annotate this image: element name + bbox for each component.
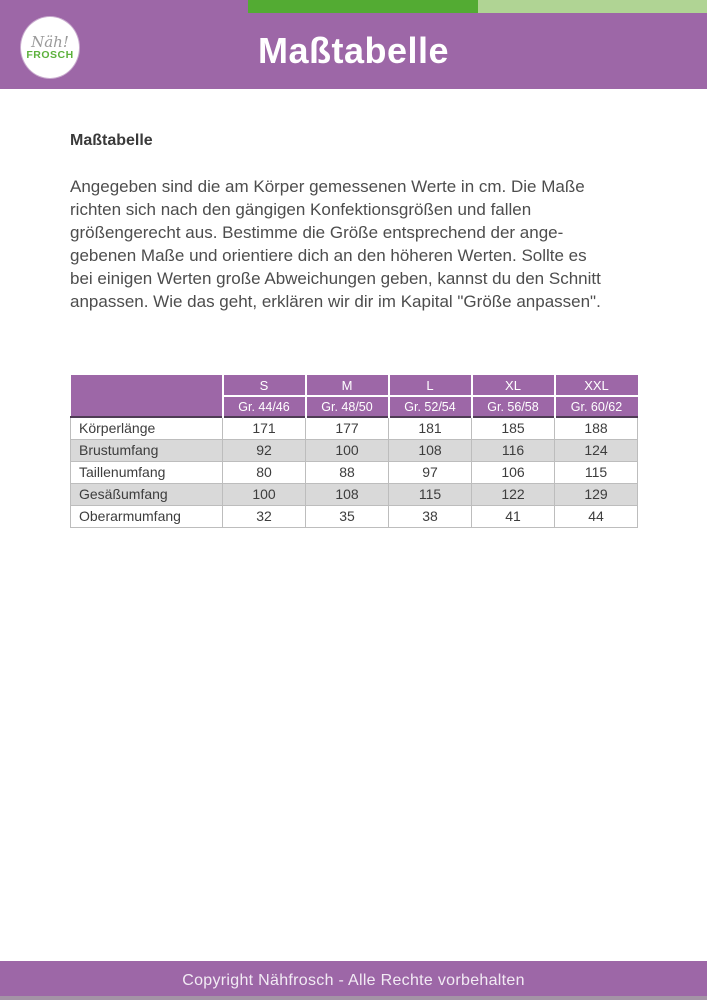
- logo-name-text: FROSCH: [26, 48, 74, 61]
- cell-value: 100: [222, 482, 306, 506]
- gr-col-header: Gr. 52/54: [387, 396, 472, 417]
- size-col-header: S: [221, 375, 306, 397]
- size-header-row: S M L XL XXL: [70, 375, 638, 417]
- cell-value: 38: [388, 504, 472, 528]
- cell-value: 185: [471, 416, 555, 440]
- header-banner: Maßtabelle Näh! FROSCH: [0, 0, 707, 89]
- row-label: Gesäßumfang: [70, 482, 223, 506]
- section-heading: Maßtabelle: [70, 132, 153, 149]
- row-label: Körperlänge: [70, 416, 223, 440]
- footer-bottom-edge: [0, 996, 707, 1000]
- table-row: Brustumfang 92 100 108 116 124: [70, 438, 638, 462]
- logo-script-text: Näh!: [31, 32, 69, 51]
- paragraph-line: anpassen. Wie das geht, erklären wir dir…: [70, 292, 601, 311]
- footer-banner: Copyright Nähfrosch - Alle Rechte vorbeh…: [0, 961, 707, 1000]
- footer-text: Copyright Nähfrosch - Alle Rechte vorbeh…: [182, 971, 525, 989]
- cell-value: 115: [388, 482, 472, 506]
- accent-bar-light-green: [478, 0, 707, 13]
- cell-value: 188: [554, 416, 638, 440]
- cell-value: 115: [554, 460, 638, 484]
- corner-cell: [70, 375, 223, 417]
- row-label: Brustumfang: [70, 438, 223, 462]
- cell-value: 171: [222, 416, 306, 440]
- cell-value: 44: [554, 504, 638, 528]
- row-label: Taillenumfang: [70, 460, 223, 484]
- table-row: Taillenumfang 80 88 97 106 115: [70, 460, 638, 484]
- cell-value: 122: [471, 482, 555, 506]
- cell-value: 181: [388, 416, 472, 440]
- paragraph-line: größengerecht aus. Bestimme die Größe en…: [70, 223, 564, 242]
- accent-bar-dark-green: [248, 0, 478, 13]
- size-table-container: S M L XL XXL Gr. 44/46 Gr. 48/50 Gr. 52/…: [70, 375, 638, 528]
- paragraph-line: Angegeben sind die am Körper gemessenen …: [70, 177, 585, 196]
- size-col-header: XXL: [553, 375, 638, 397]
- table-row: Gesäßumfang 100 108 115 122 129: [70, 482, 638, 506]
- cell-value: 129: [554, 482, 638, 506]
- table-row: Körperlänge 171 177 181 185 188: [70, 416, 638, 440]
- gr-header-row: Gr. 44/46 Gr. 48/50 Gr. 52/54 Gr. 56/58 …: [71, 396, 638, 417]
- paragraph-line: gebenen Maße und orientiere dich an den …: [70, 246, 587, 265]
- paragraph-line: richten sich nach den gängigen Konfektio…: [70, 200, 532, 219]
- cell-value: 106: [471, 460, 555, 484]
- size-col-header: L: [387, 375, 472, 397]
- cell-value: 32: [222, 504, 306, 528]
- cell-value: 97: [388, 460, 472, 484]
- cell-value: 41: [471, 504, 555, 528]
- size-col-header: M: [304, 375, 389, 397]
- cell-value: 92: [222, 438, 306, 462]
- gr-col-header: Gr. 44/46: [221, 396, 306, 417]
- gr-col-header: Gr. 48/50: [304, 396, 389, 417]
- size-table: S M L XL XXL Gr. 44/46 Gr. 48/50 Gr. 52/…: [70, 375, 638, 528]
- gr-col-header: Gr. 56/58: [470, 396, 555, 417]
- gr-col-header: Gr. 60/62: [553, 396, 638, 417]
- table-row: Oberarmumfang 32 35 38 41 44: [70, 504, 638, 528]
- intro-paragraph: Angegeben sind die am Körper gemessenen …: [70, 175, 650, 313]
- cell-value: 124: [554, 438, 638, 462]
- row-label: Oberarmumfang: [70, 504, 223, 528]
- cell-value: 116: [471, 438, 555, 462]
- cell-value: 35: [305, 504, 389, 528]
- cell-value: 108: [388, 438, 472, 462]
- page-title: Maßtabelle: [257, 30, 450, 71]
- cell-value: 177: [305, 416, 389, 440]
- cell-value: 88: [305, 460, 389, 484]
- cell-value: 80: [222, 460, 306, 484]
- size-col-header: XL: [470, 375, 555, 397]
- cell-value: 108: [305, 482, 389, 506]
- cell-value: 100: [305, 438, 389, 462]
- paragraph-line: bei einigen Werten große Abweichungen ge…: [70, 269, 601, 288]
- naehfrosch-logo: Näh! FROSCH: [21, 17, 79, 78]
